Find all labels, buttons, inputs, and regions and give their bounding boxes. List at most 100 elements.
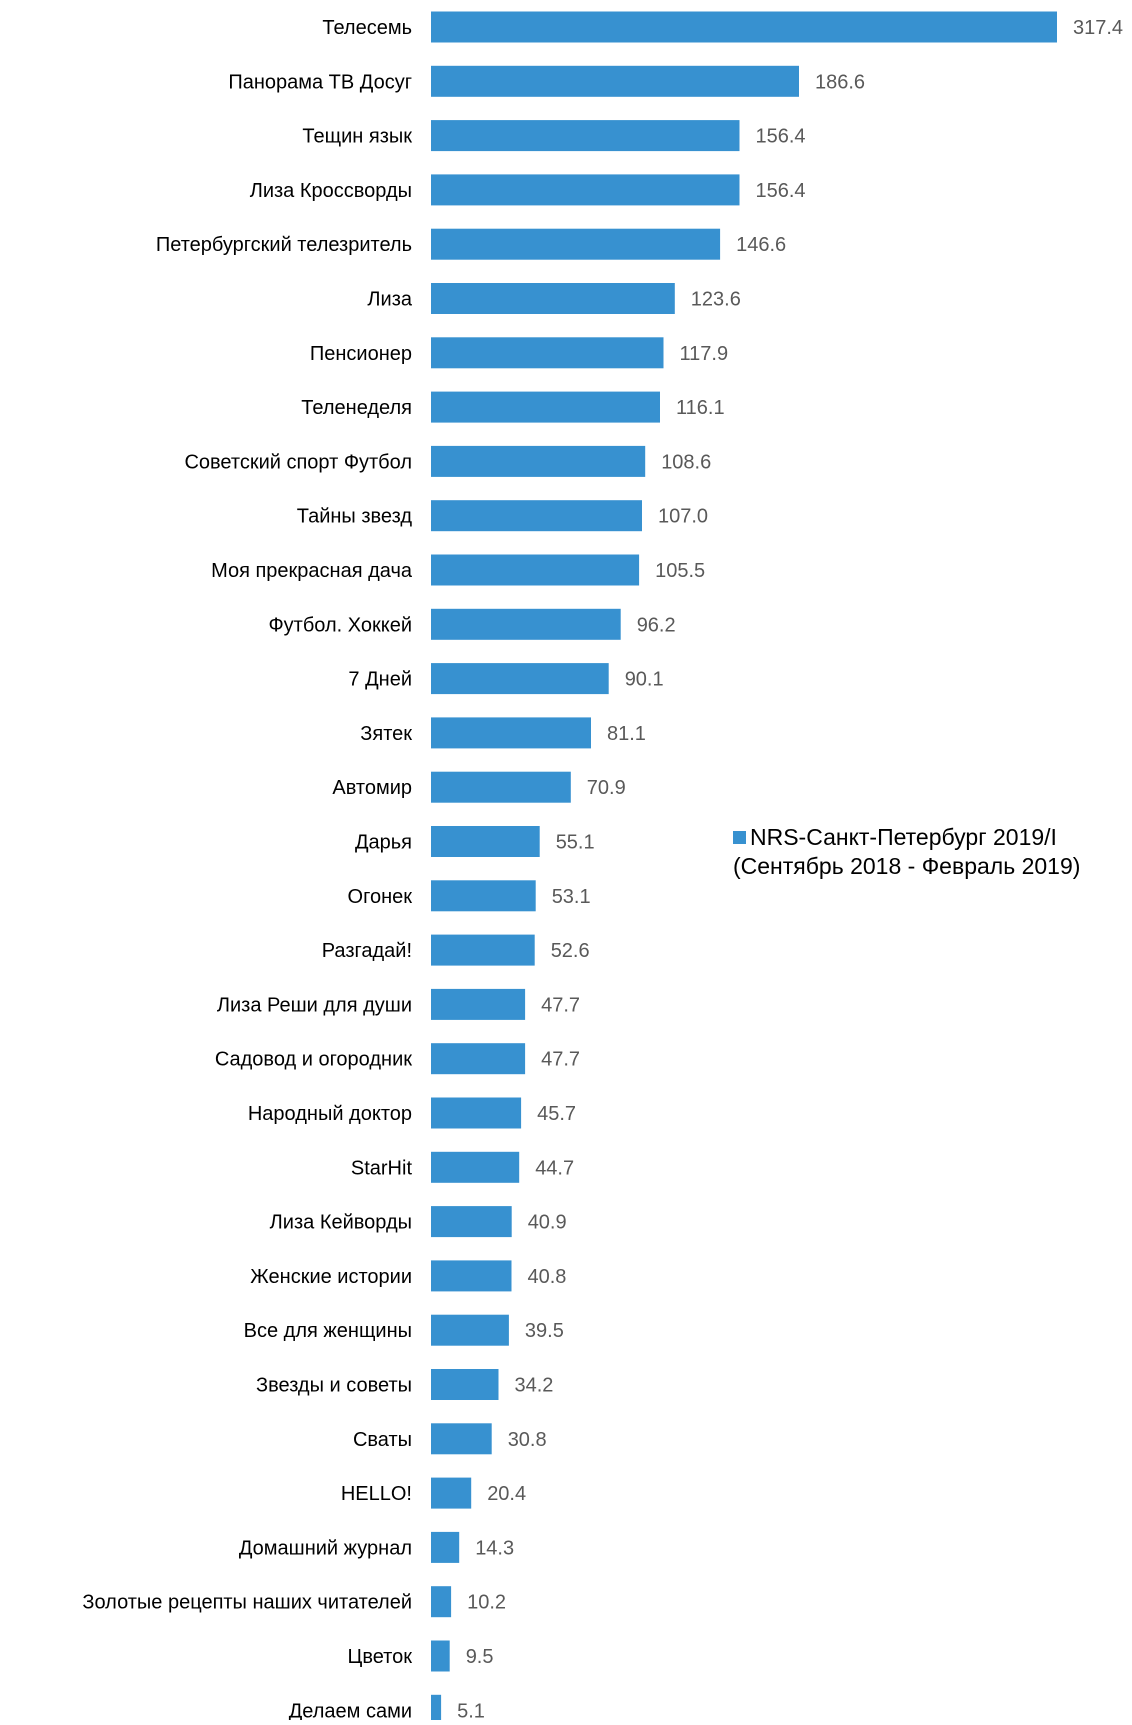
category-label: Садовод и огородник <box>215 1049 412 1071</box>
value-label: 40.9 <box>528 1212 567 1234</box>
category-label: Петербургский телезритель <box>156 234 412 256</box>
category-label: HELLO! <box>341 1483 412 1505</box>
bar <box>431 1151 520 1183</box>
value-label: 52.6 <box>551 940 590 962</box>
value-label: 14.3 <box>475 1537 514 1559</box>
value-label: 9.5 <box>466 1646 494 1668</box>
category-label: Домашний журнал <box>239 1537 412 1559</box>
bar <box>431 391 660 423</box>
category-label: StarHit <box>351 1157 413 1179</box>
category-label: Зятек <box>360 723 412 745</box>
bar <box>431 1369 499 1400</box>
category-label: Все для женщины <box>244 1320 412 1342</box>
bar <box>431 1260 512 1292</box>
value-label: 45.7 <box>537 1103 576 1125</box>
category-label: Автомир <box>332 777 412 799</box>
bar <box>431 608 621 640</box>
bar <box>431 717 591 749</box>
bar <box>431 663 609 695</box>
value-label: 90.1 <box>625 669 664 691</box>
value-label: 39.5 <box>525 1320 564 1342</box>
category-label: Разгадай! <box>322 940 412 962</box>
category-label: Звезды и советы <box>256 1375 412 1397</box>
category-label: Панорама ТВ Досуг <box>228 71 412 93</box>
bar <box>431 283 675 314</box>
value-label: 34.2 <box>515 1375 554 1397</box>
value-label: 156.4 <box>756 126 806 148</box>
category-label: Дарья <box>355 832 412 854</box>
bars-layer <box>431 11 1057 1725</box>
bar <box>431 1477 472 1509</box>
bar <box>431 65 799 97</box>
category-label: Лиза Кроссворды <box>250 180 412 202</box>
category-label: Лиза Кейворды <box>270 1212 412 1234</box>
category-label: 7 Дней <box>348 669 412 691</box>
bar <box>431 1043 526 1075</box>
value-label: 186.6 <box>815 71 865 93</box>
bar <box>431 880 536 912</box>
bar <box>431 826 540 857</box>
category-label: Лиза <box>367 289 412 311</box>
value-label: 105.5 <box>655 560 705 582</box>
value-label: 81.1 <box>607 723 646 745</box>
bar <box>431 1097 522 1129</box>
value-label: 107.0 <box>658 506 708 528</box>
bar <box>431 120 740 152</box>
value-label: 20.4 <box>487 1483 526 1505</box>
category-label: Сваты <box>353 1429 412 1451</box>
category-label: Женские истории <box>250 1266 412 1288</box>
value-label: 96.2 <box>637 614 676 636</box>
bar <box>431 228 721 260</box>
category-label: Теленеделя <box>301 397 412 419</box>
value-labels: 317.4 186.6 156.4 156.4 146.6 123.6 117.9 116.1… <box>457 17 1123 1722</box>
bar <box>431 1206 512 1238</box>
bar <box>431 1586 452 1618</box>
category-label: Огонек <box>348 886 413 908</box>
legend-label: NRS-Санкт-Петербург 2019/I (Сентябрь 201… <box>733 824 1081 879</box>
value-label: 70.9 <box>587 777 626 799</box>
category-label: Советский спорт Футбол <box>184 451 412 473</box>
bar <box>431 771 571 803</box>
value-label: 123.6 <box>691 289 741 311</box>
bar <box>431 554 640 586</box>
category-label: Золотые рецепты наших читателей <box>82 1592 412 1614</box>
bar <box>431 11 1057 43</box>
value-label: 53.1 <box>552 886 591 908</box>
chart-legend: NRS-Санкт-Петербург 2019/I (Сентябрь 201… <box>733 823 1123 881</box>
bar <box>431 174 740 206</box>
bar <box>431 988 526 1020</box>
bar <box>431 445 646 477</box>
category-label: Делаем сами <box>289 1700 412 1720</box>
legend-swatch <box>733 831 746 844</box>
category-label: Телесемь <box>322 17 412 39</box>
value-label: 116.1 <box>676 397 725 419</box>
category-labels: Телесемь Панорама ТВ Досуг Тещин язык Лиза … <box>82 17 413 1722</box>
category-label: Лиза Реши для души <box>217 994 412 1016</box>
bar <box>431 1423 492 1455</box>
value-label: 44.7 <box>535 1157 574 1179</box>
category-label: Пенсионер <box>310 343 412 365</box>
category-label: Тещин язык <box>302 126 412 148</box>
bar <box>431 1314 509 1346</box>
value-label: 30.8 <box>508 1429 547 1451</box>
value-label: 117.9 <box>680 343 729 365</box>
value-label: 5.1 <box>457 1700 485 1720</box>
bar <box>431 337 664 369</box>
category-label: Цветок <box>348 1646 413 1668</box>
category-label: Моя прекрасная дача <box>211 560 413 582</box>
bar <box>431 1531 460 1563</box>
value-label: 47.7 <box>541 1049 580 1071</box>
value-label: 146.6 <box>736 234 786 256</box>
bar <box>431 500 642 532</box>
bar <box>431 934 535 966</box>
bar <box>431 1640 450 1672</box>
value-label: 156.4 <box>756 180 806 202</box>
value-label: 10.2 <box>467 1592 506 1614</box>
value-label: 47.7 <box>541 994 580 1016</box>
category-label: Народный доктор <box>248 1103 412 1125</box>
value-label: 317.4 <box>1073 17 1123 39</box>
category-label: Тайны звезд <box>297 506 413 528</box>
value-label: 55.1 <box>556 832 595 854</box>
category-label: Футбол. Хоккей <box>268 614 412 636</box>
